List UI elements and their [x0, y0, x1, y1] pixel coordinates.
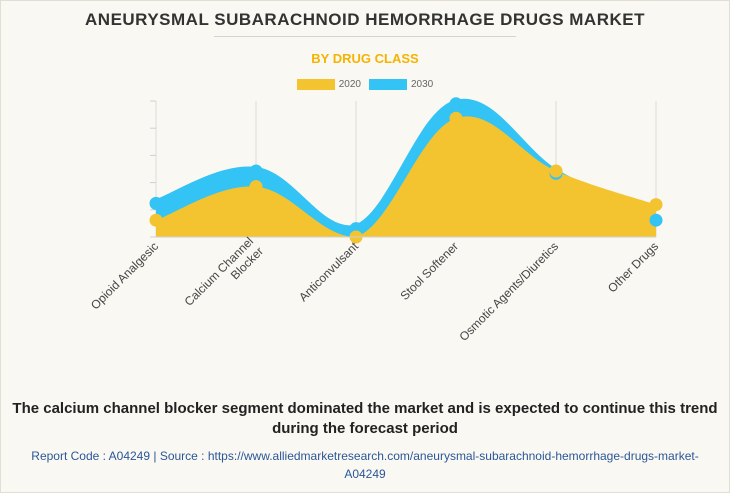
point-2020-3	[449, 111, 463, 125]
point-2020-4	[549, 164, 563, 178]
point-2030-1	[249, 164, 263, 178]
point-2030-0	[149, 196, 163, 210]
title-divider	[214, 36, 516, 37]
point-2020-5	[649, 198, 663, 212]
legend-swatch-2020	[296, 79, 335, 90]
area-chart: Opioid Analgesic Calcium ChannelBlocker An…	[88, 97, 663, 344]
chart-subtitle: BY DRUG CLASS	[311, 51, 419, 66]
x-tick-label-0: Opioid Analgesic	[88, 239, 161, 312]
legend-item-2030[interactable]: 2030	[369, 79, 433, 90]
x-tick-label-4: Osmotic Agents/Diuretics	[456, 239, 561, 344]
x-tick-label-line: Other Drugs	[605, 239, 661, 295]
point-2020-1	[249, 180, 263, 194]
chart-title: ANEURYSMAL SUBARACHNOID HEMORRHAGE DRUGS…	[85, 10, 645, 29]
source-line-2[interactable]: A04249	[344, 467, 386, 481]
chart-caption: The calcium channel blocker segment domi…	[12, 400, 718, 437]
x-tick-label-3: Stool Softener	[397, 239, 461, 303]
chart-legend: 2020 2030	[0, 79, 730, 90]
legend-label-2020: 2020	[338, 79, 361, 90]
source-footer: Report Code : A04249 | Source : https://…	[10, 447, 720, 483]
legend-item-2020[interactable]: 2020	[296, 79, 361, 90]
x-tick-label-line: Osmotic Agents/Diuretics	[456, 239, 561, 344]
x-tick-label-5: Other Drugs	[605, 239, 661, 295]
x-tick-label-line: Opioid Analgesic	[88, 239, 161, 312]
legend-label-2030: 2030	[411, 79, 434, 90]
point-2030-3	[449, 97, 463, 111]
area-2020	[156, 116, 656, 237]
x-tick-label-1: Calcium ChannelBlocker	[182, 234, 266, 318]
x-tick-label-line: Anticonvulsant	[296, 239, 362, 305]
point-2030-5	[649, 213, 663, 227]
x-tick-label-line: Stool Softener	[397, 239, 461, 303]
point-2020-0	[149, 213, 163, 227]
source-line-1[interactable]: Report Code : A04249 | Source : https://…	[31, 449, 699, 463]
x-tick-label-2: Anticonvulsant	[296, 239, 362, 305]
legend-swatch-2030	[369, 79, 407, 90]
